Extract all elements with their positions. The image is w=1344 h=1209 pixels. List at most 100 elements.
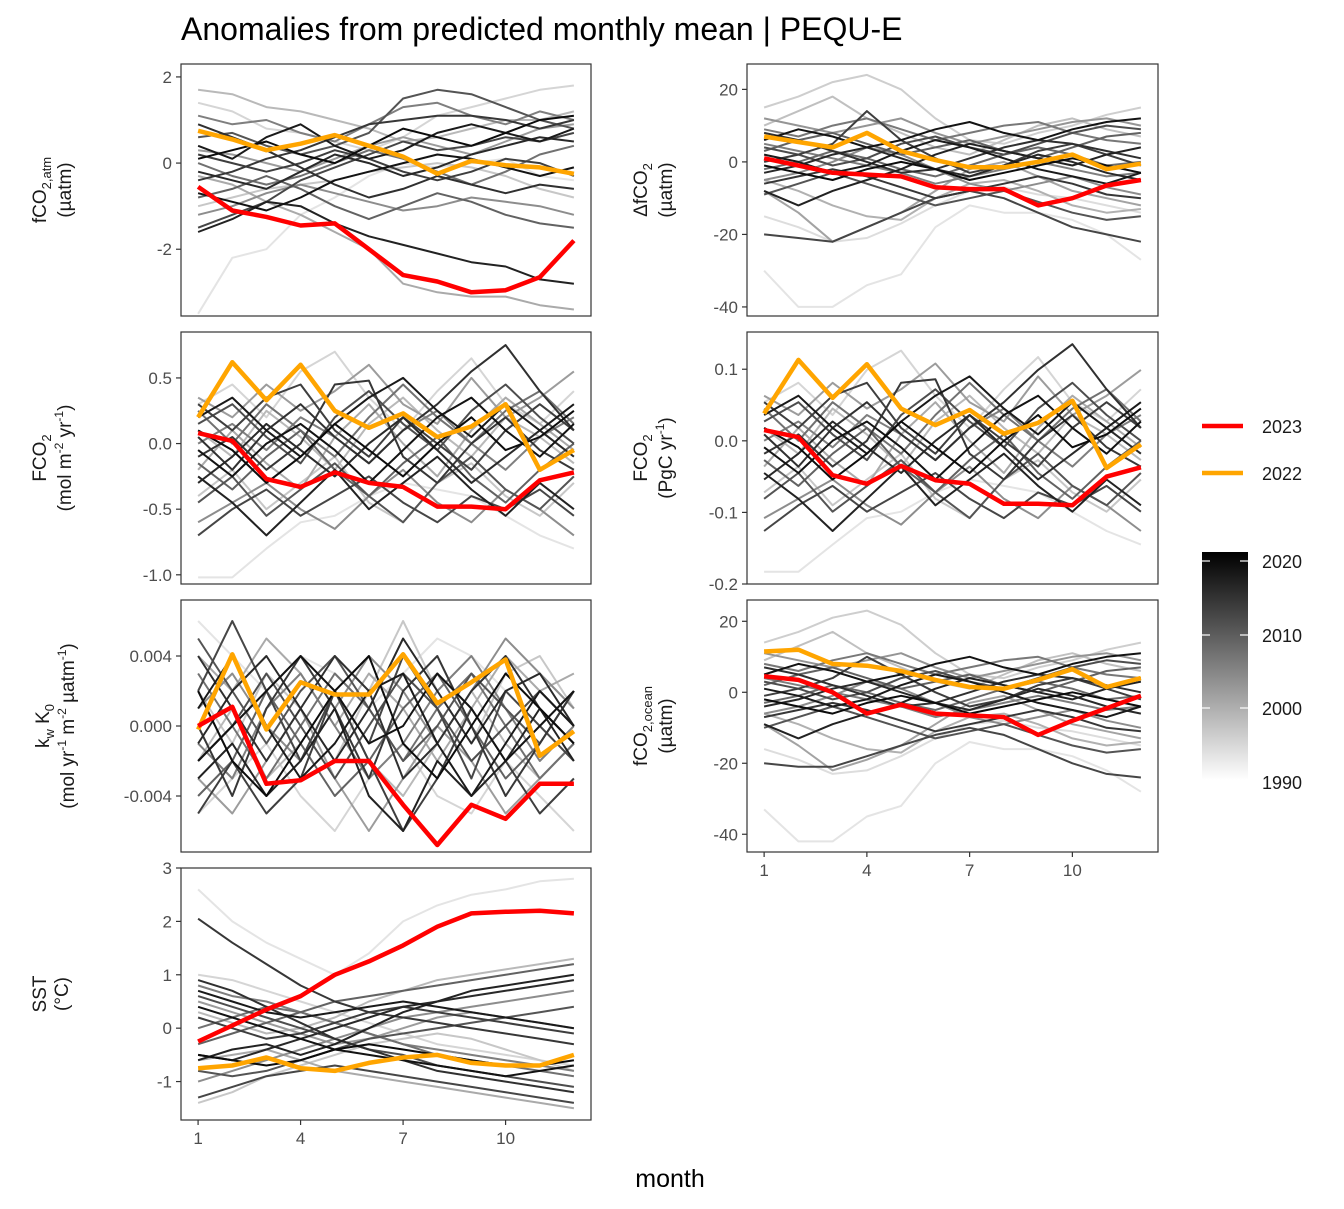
panel-border <box>180 63 592 317</box>
y-tick-label: 0.0 <box>148 435 172 454</box>
year-line-2021 <box>763 407 1142 481</box>
y-tick-label: -40 <box>713 825 738 844</box>
y-tick-label: 0 <box>729 683 738 702</box>
y-tick-label: 20 <box>719 80 738 99</box>
x-tick-label: 1 <box>759 861 768 880</box>
year-line-2014 <box>197 690 575 832</box>
y-tick-label: 0.1 <box>714 360 738 379</box>
y-tick-label: -40 <box>713 298 738 317</box>
legend-label-2022: 2022 <box>1262 464 1302 484</box>
year-line-2020 <box>197 396 575 484</box>
y-tick-label: 0.0 <box>714 432 738 451</box>
year-line-1999 <box>197 396 575 491</box>
year-line-2011 <box>763 171 1142 221</box>
y-tick-label: -20 <box>713 754 738 773</box>
year-line-2006 <box>763 117 1142 145</box>
series-line-2023 <box>196 704 574 848</box>
y-tick-label: 0.5 <box>148 369 172 388</box>
plot-area <box>196 344 576 579</box>
x-tick-label: 1 <box>193 1129 202 1148</box>
y-axis-label: fCO2,atm(µatm) <box>30 157 76 223</box>
year-line-2011 <box>197 1005 575 1078</box>
year-line-2012 <box>763 124 1142 167</box>
colorbar-label: 2010 <box>1262 626 1302 646</box>
year-line-2015 <box>197 114 575 182</box>
y-tick-label: 20 <box>719 612 738 631</box>
x-tick-label: 10 <box>496 1129 515 1148</box>
panel-kwk0: 0.004 0.000 -0.004 kw K0(mol yr-1 m-2 µatm-… <box>33 599 592 853</box>
year-line-1996 <box>763 95 1142 156</box>
series-line-2023 <box>197 430 575 512</box>
panel-fco2_area: 0.5 0.0 -0.5 -1.0 FCO2(mol m-2 yr-1) <box>30 331 592 585</box>
year-line-2018 <box>197 973 575 1062</box>
colorbar-label: 2000 <box>1262 699 1302 719</box>
series-line-2022 <box>197 1052 575 1074</box>
year-line-2018 <box>197 455 575 537</box>
series-line-2023 <box>763 427 1142 508</box>
y-tick-label: -0.1 <box>709 503 738 522</box>
series-line-2023 <box>763 674 1142 738</box>
plot-area <box>196 84 576 315</box>
plot-area <box>197 877 575 1110</box>
year-line-2017 <box>763 414 1142 481</box>
year-line-2011 <box>763 452 1142 520</box>
year-line-1997 <box>763 394 1142 468</box>
panel-border <box>746 63 1159 317</box>
year-line-1995 <box>197 455 575 524</box>
year-line-2019 <box>197 123 575 160</box>
year-line-1991 <box>197 877 574 976</box>
year-line-1997 <box>197 88 575 143</box>
colorbar-label: 2020 <box>1262 552 1302 572</box>
year-line-2018 <box>197 707 575 832</box>
year-line-2019 <box>763 673 1142 719</box>
year-line-2013 <box>763 726 1142 779</box>
y-tick-label: -20 <box>713 225 738 244</box>
panel-dfco2: 20 0 -20 -40 ΔfCO2(µatm) <box>631 63 1159 317</box>
year-line-2012 <box>197 383 575 465</box>
x-tick-label: 7 <box>398 1129 407 1148</box>
year-line-1992 <box>763 186 1142 243</box>
legend-label-2023: 2023 <box>1262 417 1302 437</box>
y-tick-label: 2 <box>163 912 172 931</box>
y-tick-label: -2 <box>157 240 172 259</box>
year-line-1999 <box>763 394 1142 487</box>
year-line-2019 <box>763 375 1142 455</box>
legend: 2023 2022 2020 2010 2000 1990 <box>1202 417 1302 793</box>
year-line-2012 <box>763 381 1142 462</box>
series-line-2023 <box>197 908 575 1044</box>
colorbar-label: 1990 <box>1262 773 1302 793</box>
x-tick-label: 4 <box>296 1129 305 1148</box>
year-line-2016 <box>197 344 575 471</box>
year-line-2003 <box>197 183 575 216</box>
year-line-2021 <box>763 157 1142 181</box>
year-line-2020 <box>763 652 1142 683</box>
year-line-2014 <box>197 383 575 471</box>
year-line-2020 <box>763 394 1142 481</box>
y-tick-label: 0 <box>729 153 738 172</box>
y-tick-label: -0.2 <box>709 575 738 594</box>
y-tick-label: 0 <box>163 154 172 173</box>
year-line-2009 <box>763 426 1142 500</box>
year-line-2018 <box>763 452 1142 532</box>
y-tick-label: 0.000 <box>129 717 172 736</box>
y-axis-label: SST(°C) <box>30 975 73 1012</box>
year-line-2002 <box>763 117 1142 145</box>
year-line-2009 <box>197 429 575 504</box>
panel-border <box>180 331 592 585</box>
plot-area <box>763 73 1142 308</box>
year-line-1991 <box>763 204 1142 308</box>
year-line-1993 <box>197 84 575 152</box>
x-tick-label: 4 <box>862 861 871 880</box>
year-line-2020 <box>197 153 575 212</box>
year-line-2011 <box>197 455 575 524</box>
year-line-2021 <box>763 691 1142 715</box>
year-line-2014 <box>197 1005 575 1040</box>
year-line-1993 <box>197 973 575 1067</box>
year-line-2014 <box>197 149 575 182</box>
panel-fco2ocean: 20 0 -20 -40 1 4 7 10 fCO2,ocean(µatm) <box>631 599 1159 880</box>
y-tick-label: 0.004 <box>129 647 172 666</box>
series-line-2022 <box>197 128 575 177</box>
y-tick-label: 1 <box>163 966 172 985</box>
year-line-2009 <box>197 175 575 229</box>
